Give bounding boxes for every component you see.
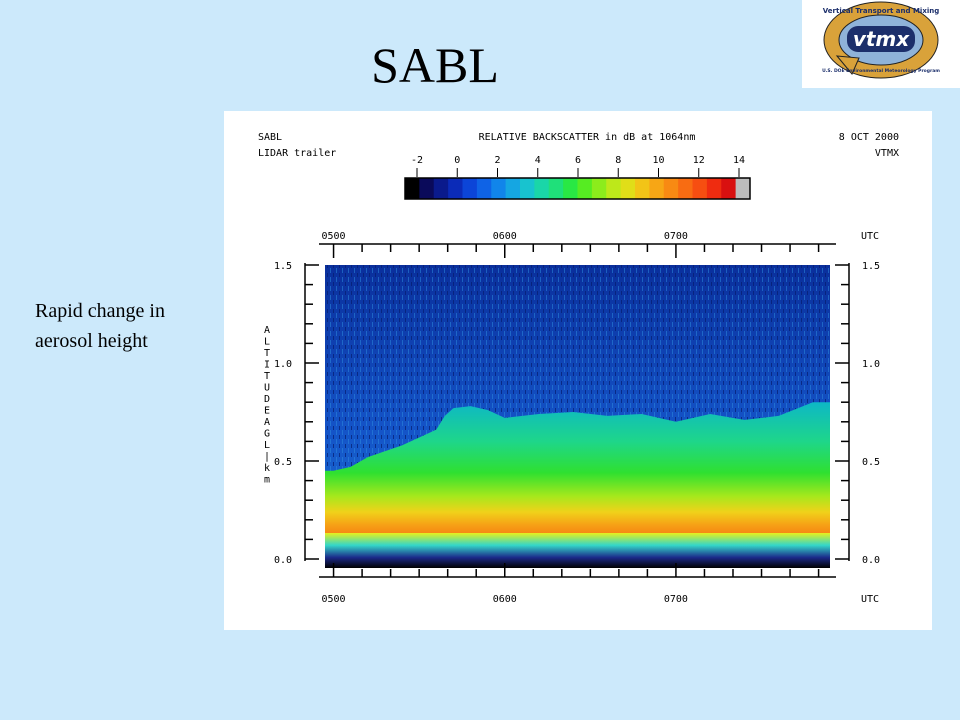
colorbar-cell [491, 178, 507, 199]
plot-area [325, 265, 830, 568]
colorbar-tick-label: 0 [454, 155, 460, 166]
y-axes: 0.0 0.5 1.0 1.5 0.0 0.5 1.0 1.5 [274, 261, 880, 566]
annotation-text: Rapid change in aerosol height [35, 296, 220, 356]
colorbar-cell [534, 178, 550, 199]
x-tick-label: 0600 [493, 231, 517, 242]
colorbar-cell [448, 178, 463, 199]
colorbar-tick-label: -2 [411, 155, 423, 166]
y-tick-label: 1.5 [274, 261, 292, 272]
y-tick-label: 0.5 [862, 457, 880, 468]
logo-wordmark: vtmx [853, 27, 910, 51]
colorbar-cell [620, 178, 636, 199]
colorbar-title: RELATIVE BACKSCATTER in dB at 1064nm [479, 132, 696, 143]
colorbar-tick-label: 14 [733, 155, 745, 166]
colorbar-tick-label: 8 [615, 155, 621, 166]
colorbar-cell [663, 178, 679, 199]
colorbar-tick-label: 6 [575, 155, 581, 166]
header-left-2: LIDAR trailer [258, 148, 336, 159]
colorbar-cell [678, 178, 693, 199]
colorbar-cell [476, 178, 492, 199]
colorbar-tick-label: 10 [652, 155, 664, 166]
vtmx-logo-graphic: vtmx Vertical Transport and Mixing U.S. … [822, 1, 940, 79]
y-tick-label: 1.0 [862, 359, 880, 370]
y-tick-label: 0.0 [862, 555, 880, 566]
colorbar-cell [649, 178, 665, 199]
x-tick-label: 0500 [322, 594, 346, 605]
colorbar-cell [606, 178, 622, 199]
annotation-line-2: aerosol height [35, 330, 148, 352]
colorbar-cell [520, 178, 535, 199]
colorbar-cell [577, 178, 593, 199]
logo-arc-top: Vertical Transport and Mixing [823, 7, 940, 15]
y-tick-label: 0.0 [274, 555, 292, 566]
header-right-1: 8 OCT 2000 [839, 132, 899, 143]
colorbar-cell [462, 178, 478, 199]
colorbar-cell [721, 178, 737, 199]
colorbar-tick-label: 4 [535, 155, 541, 166]
colorbar-cell [735, 178, 751, 199]
x-units-top: UTC [861, 231, 879, 242]
y-axis-label: A L T I T U D E A G L | k m [264, 325, 270, 486]
x-axes: 0500 0600 0700 0500 0600 0700 [319, 231, 836, 605]
x-tick-label: 0700 [664, 231, 688, 242]
x-tick-label: 0700 [664, 594, 688, 605]
colorbar-cell [591, 178, 607, 199]
colorbar-tick-label: 12 [693, 155, 705, 166]
y-tick-label: 1.0 [274, 359, 292, 370]
x-tick-label: 0500 [322, 231, 346, 242]
near-surface-band [325, 533, 830, 568]
colorbar-cell [505, 178, 521, 199]
colorbar-frame [404, 177, 751, 200]
x-tick-label: 0600 [493, 594, 517, 605]
colorbar-cell [563, 178, 578, 199]
lidar-figure: SABL LIDAR trailer 8 OCT 2000 VTMX RELAT… [224, 111, 932, 630]
header-left-1: SABL [258, 132, 282, 143]
y-label-text: A L T I T U D E A G L | k m [264, 325, 270, 486]
colorbar-cell [635, 178, 650, 199]
aerosol-layer [325, 402, 830, 559]
colorbar-cell [692, 178, 708, 199]
x-units-bottom: UTC [861, 594, 879, 605]
vtmx-logo: vtmx Vertical Transport and Mixing U.S. … [802, 0, 960, 88]
colorbar-tick-label: 2 [494, 155, 500, 166]
colorbar-cell [433, 178, 449, 199]
colorbar-cell [405, 178, 420, 199]
colorbar-cell [548, 178, 564, 199]
y-tick-label: 1.5 [862, 261, 880, 272]
logo-arc-bottom: U.S. DOE Environmental Meteorology Progr… [822, 68, 940, 74]
header-right-2: VTMX [875, 148, 899, 159]
y-tick-label: 0.5 [274, 457, 292, 468]
annotation-line-1: Rapid change in [35, 300, 165, 322]
colorbar-cells [405, 178, 751, 199]
lidar-heatmap-svg: SABL LIDAR trailer 8 OCT 2000 VTMX RELAT… [258, 132, 899, 605]
slide-title: SABL [371, 37, 499, 93]
colorbar-cell [706, 178, 722, 199]
colorbar-ticks: -2 0 2 4 6 8 10 12 14 [411, 155, 745, 177]
colorbar-cell [419, 178, 435, 199]
